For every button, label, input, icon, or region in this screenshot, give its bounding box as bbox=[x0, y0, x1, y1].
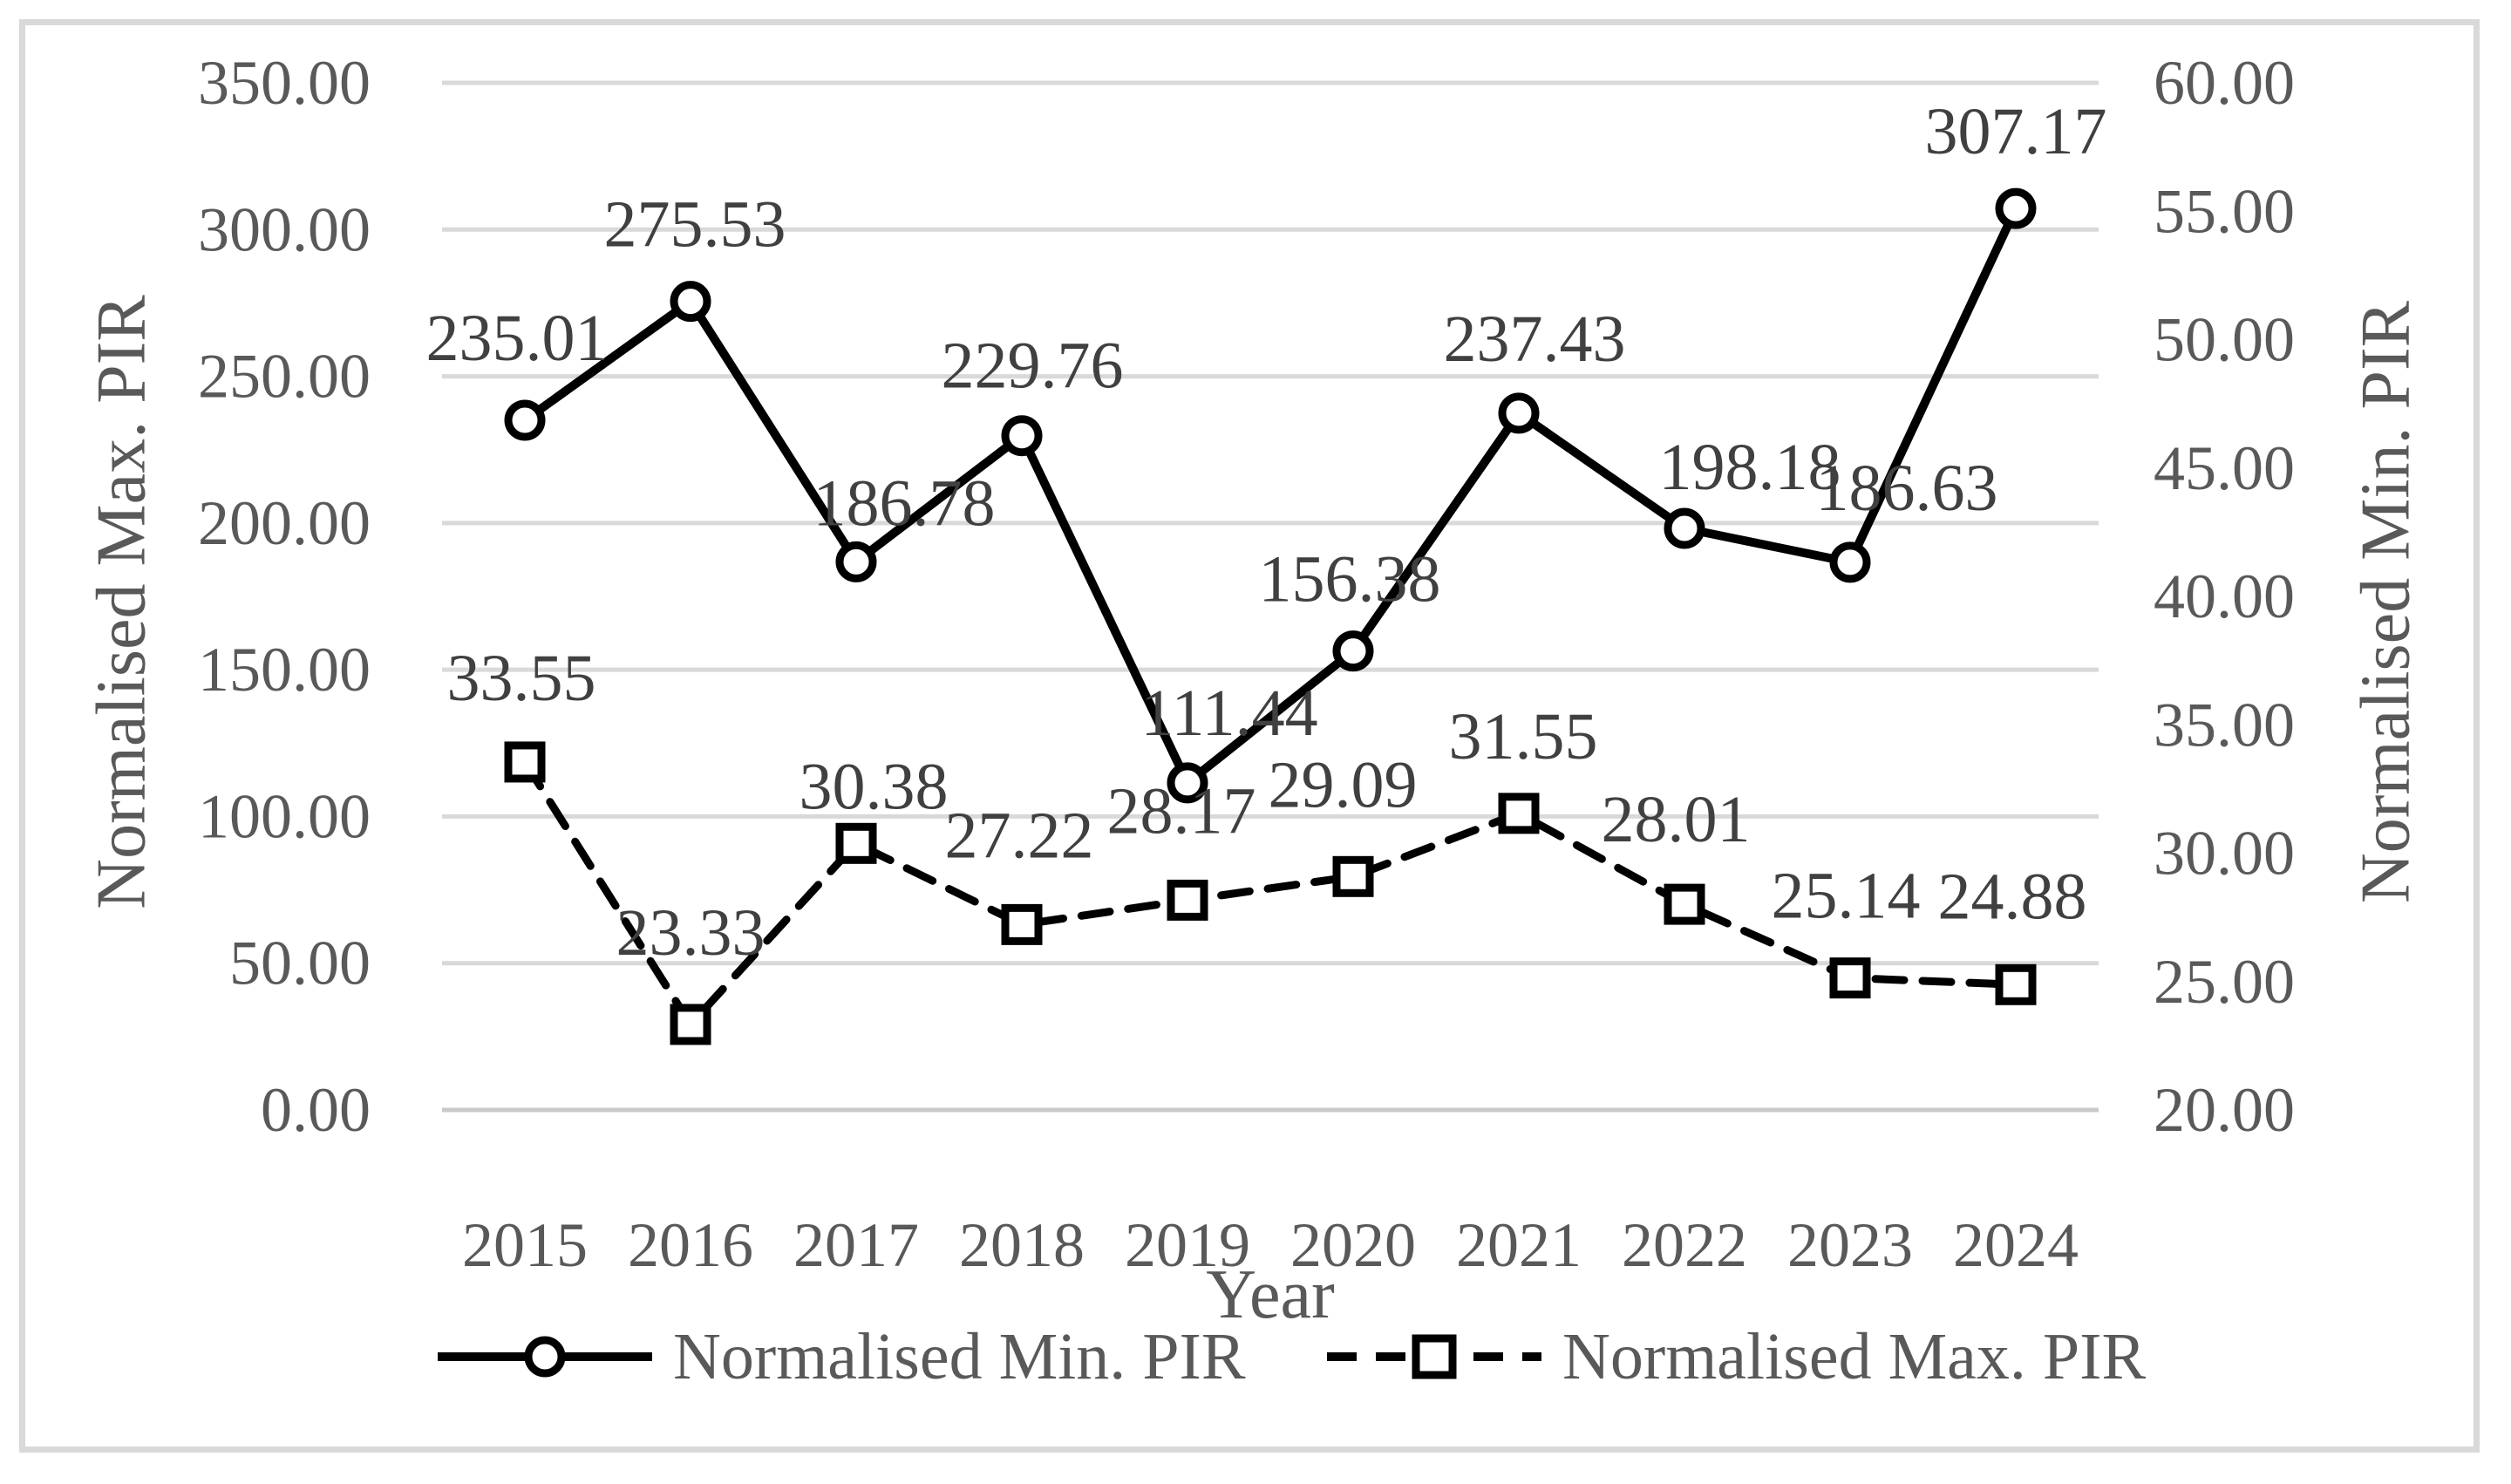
data-label-max-pir: 25.14 bbox=[1772, 860, 1921, 933]
x-axis-tick: 2019 bbox=[1125, 1210, 1250, 1280]
x-axis-tick: 2018 bbox=[959, 1210, 1085, 1280]
data-label-max-pir: 28.01 bbox=[1602, 783, 1751, 856]
data-label-min-pir: 307.17 bbox=[1925, 95, 2107, 168]
right-axis-tick: 45.00 bbox=[2154, 433, 2295, 503]
legend-dashed-line-square-marker-icon bbox=[1327, 1334, 1541, 1379]
right-axis-tick: 40.00 bbox=[2154, 562, 2295, 631]
data-label-min-pir: 235.01 bbox=[426, 302, 609, 375]
x-axis-title: Year bbox=[1206, 1256, 1335, 1333]
left-axis-tick: 250.00 bbox=[198, 342, 371, 412]
data-label-min-pir: 156.38 bbox=[1259, 543, 1441, 616]
square-marker-max-pir bbox=[1332, 855, 1374, 897]
data-label-min-pir: 229.76 bbox=[942, 330, 1124, 403]
square-marker-max-pir bbox=[1001, 903, 1043, 945]
circle-marker-min-pir bbox=[1664, 507, 1705, 549]
data-label-max-pir: 27.22 bbox=[945, 799, 1094, 872]
legend-solid-line-circle-marker-icon bbox=[438, 1336, 652, 1378]
square-marker-max-pir bbox=[504, 741, 546, 783]
data-label-min-pir: 186.63 bbox=[1816, 452, 1998, 525]
square-marker-max-pir bbox=[1829, 957, 1871, 999]
right-axis-tick: 30.00 bbox=[2154, 819, 2295, 888]
circle-marker-min-pir bbox=[1829, 541, 1871, 583]
square-marker-max-pir bbox=[1664, 883, 1705, 925]
right-axis-tick: 35.00 bbox=[2154, 690, 2295, 759]
x-axis-tick: 2022 bbox=[1622, 1210, 1747, 1280]
legend-label-min-pir: Normalised Min. PIR bbox=[673, 1319, 1246, 1393]
square-marker-max-pir bbox=[1167, 879, 1208, 921]
data-label-max-pir: 29.09 bbox=[1269, 748, 1418, 821]
right-axis-tick: 60.00 bbox=[2154, 48, 2295, 118]
data-label-max-pir: 30.38 bbox=[800, 750, 949, 823]
data-label-max-pir: 28.17 bbox=[1107, 774, 1256, 848]
data-label-min-pir: 237.43 bbox=[1444, 303, 1626, 376]
x-axis-tick: 2023 bbox=[1787, 1210, 1913, 1280]
legend-item-max-pir: Normalised Max. PIR bbox=[1325, 1315, 2146, 1399]
square-marker-max-pir bbox=[670, 1004, 711, 1045]
data-label-max-pir: 31.55 bbox=[1449, 700, 1598, 773]
left-axis-tick: 200.00 bbox=[198, 488, 371, 558]
right-axis-tick: 50.00 bbox=[2154, 305, 2295, 375]
x-axis-tick: 2017 bbox=[793, 1210, 919, 1280]
data-label-min-pir: 111.44 bbox=[1140, 677, 1317, 750]
left-axis-tick: 350.00 bbox=[198, 48, 371, 118]
data-label-max-pir: 24.88 bbox=[1938, 860, 2087, 933]
data-label-max-pir: 33.55 bbox=[447, 642, 596, 715]
right-axis-title: Normalised Min. PIR bbox=[2347, 300, 2425, 904]
x-axis-tick: 2021 bbox=[1456, 1210, 1582, 1280]
series-line-max-pir bbox=[521, 758, 2020, 1031]
legend-label-max-pir: Normalised Max. PIR bbox=[1562, 1319, 2147, 1393]
circle-marker-min-pir bbox=[1498, 392, 1540, 434]
data-label-min-pir: 186.78 bbox=[813, 466, 996, 540]
x-axis-tick: 2024 bbox=[1953, 1210, 2079, 1280]
data-label-min-pir: 198.18 bbox=[1659, 431, 1841, 504]
left-axis-tick: 50.00 bbox=[229, 929, 371, 998]
x-axis-tick: 2016 bbox=[628, 1210, 753, 1280]
circle-marker-min-pir bbox=[1167, 762, 1208, 804]
circle-marker-min-pir bbox=[1995, 187, 2037, 229]
circle-marker-min-pir bbox=[835, 541, 877, 582]
legend-item-min-pir: Normalised Min. PIR bbox=[436, 1315, 1246, 1399]
x-axis-tick: 2020 bbox=[1290, 1210, 1416, 1280]
square-marker-max-pir bbox=[1498, 793, 1540, 834]
circle-marker-min-pir bbox=[1001, 415, 1043, 457]
right-axis-tick: 55.00 bbox=[2154, 176, 2295, 246]
x-axis-tick: 2015 bbox=[462, 1210, 588, 1280]
data-label-min-pir: 275.53 bbox=[604, 188, 786, 262]
square-marker-max-pir bbox=[1995, 963, 2037, 1005]
circle-marker-min-pir bbox=[504, 399, 546, 441]
circle-marker-min-pir bbox=[670, 281, 711, 323]
left-axis-tick: 0.00 bbox=[261, 1075, 371, 1145]
left-axis-title: Normalised Max. PIR bbox=[83, 295, 160, 909]
right-axis-tick: 25.00 bbox=[2154, 947, 2295, 1017]
left-axis-tick: 300.00 bbox=[198, 194, 371, 264]
right-axis-tick: 20.00 bbox=[2154, 1075, 2295, 1145]
left-axis-tick: 100.00 bbox=[198, 781, 371, 851]
data-label-max-pir: 23.33 bbox=[616, 896, 766, 970]
left-axis-tick: 150.00 bbox=[198, 635, 371, 705]
square-marker-max-pir bbox=[835, 822, 877, 864]
circle-marker-min-pir bbox=[1332, 630, 1374, 672]
series-line-min-pir bbox=[521, 204, 2020, 790]
